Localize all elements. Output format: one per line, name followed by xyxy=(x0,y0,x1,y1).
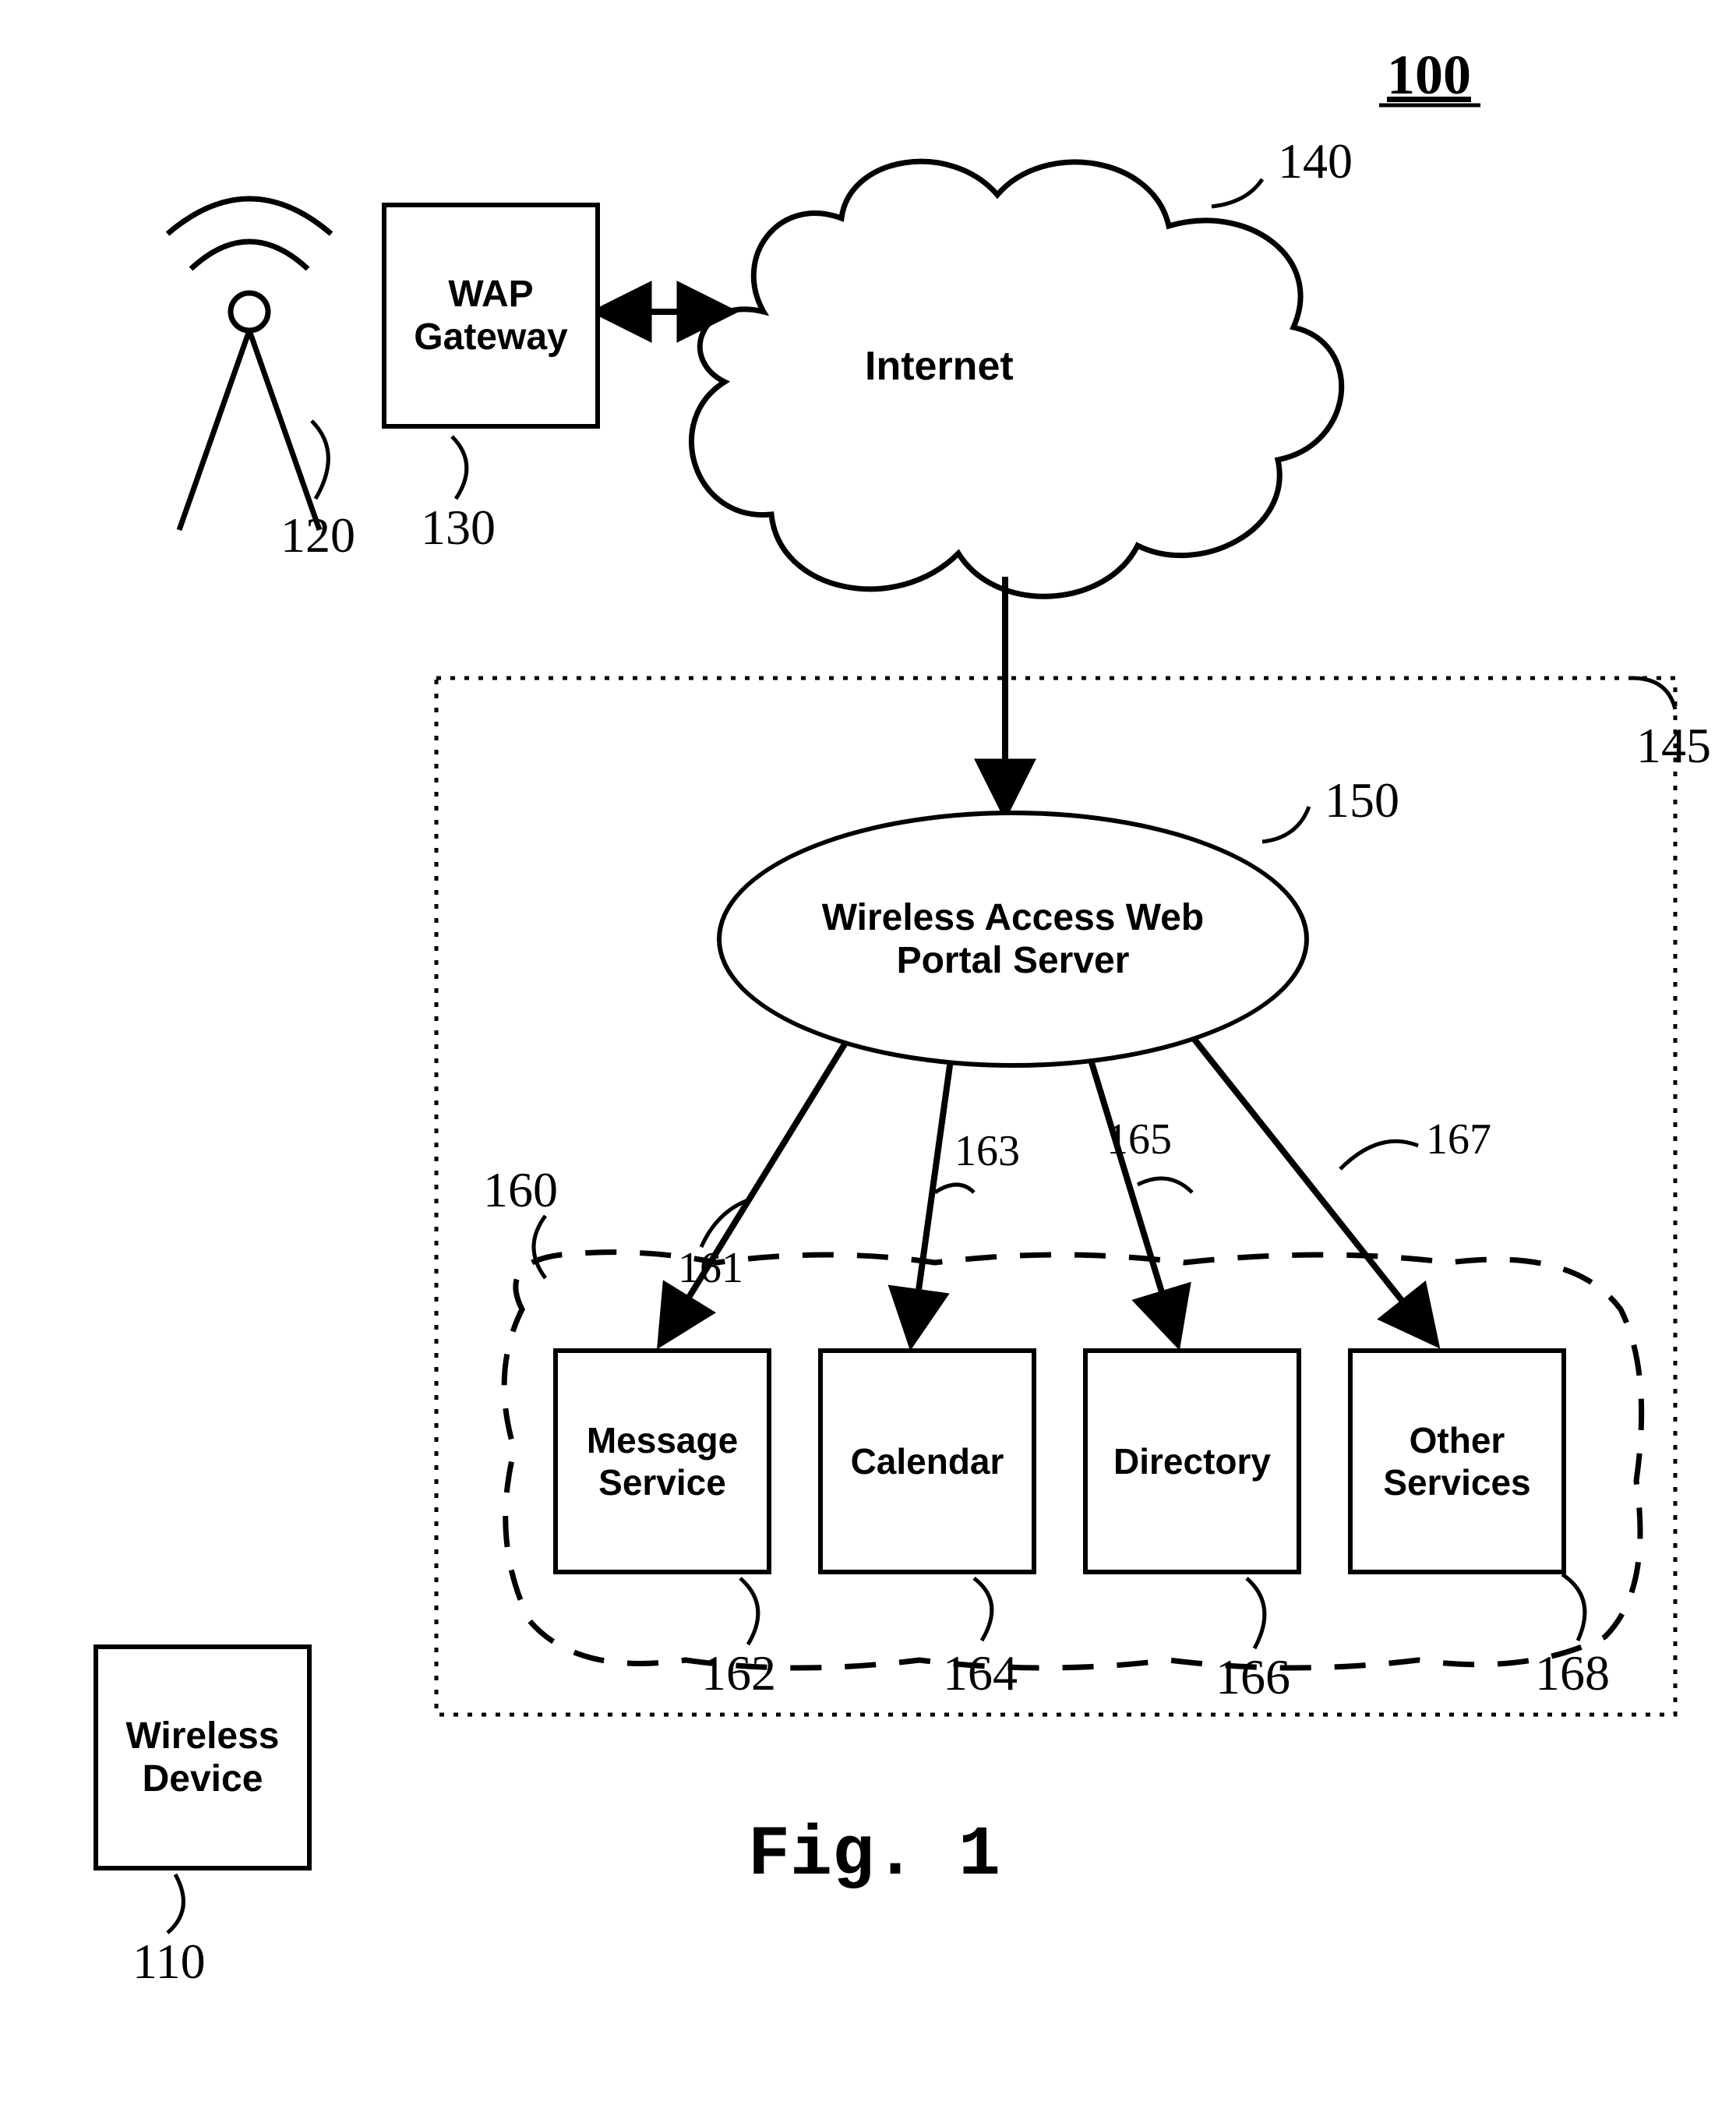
figure-caption: Fig. 1 xyxy=(748,1816,1000,1895)
ref-title: 100 xyxy=(1387,43,1471,108)
message-service-node: Message Service xyxy=(553,1348,771,1574)
ref-130: 130 xyxy=(421,499,496,556)
directory-label: Directory xyxy=(1113,1440,1271,1482)
ref-165: 165 xyxy=(1106,1115,1172,1164)
ref-168: 168 xyxy=(1535,1644,1610,1702)
directory-node: Directory xyxy=(1083,1348,1301,1574)
edge-portal-calendar xyxy=(912,1060,951,1341)
edge-portal-message xyxy=(662,1037,849,1341)
ref-162: 162 xyxy=(701,1644,776,1702)
ref-163: 163 xyxy=(954,1126,1020,1176)
other-services-node: Other Services xyxy=(1348,1348,1566,1574)
ref-145: 145 xyxy=(1636,717,1711,775)
wap-gateway-label: WAP Gateway xyxy=(386,273,595,359)
ref-140: 140 xyxy=(1278,132,1353,190)
calendar-node: Calendar xyxy=(818,1348,1036,1574)
wireless-device-node: Wireless Device xyxy=(94,1644,312,1870)
antenna-icon xyxy=(168,199,331,530)
ref-164: 164 xyxy=(943,1644,1018,1702)
portal-server-label: Wireless Access Web Portal Server xyxy=(768,896,1258,982)
portal-server-node: Wireless Access Web Portal Server xyxy=(717,811,1309,1068)
ref-167: 167 xyxy=(1426,1115,1491,1164)
wireless-device-label: Wireless Device xyxy=(98,1715,307,1800)
ref-166: 166 xyxy=(1216,1648,1290,1706)
ref-110: 110 xyxy=(132,1933,206,1991)
ref-150: 150 xyxy=(1325,772,1399,829)
edge-portal-other xyxy=(1192,1037,1434,1341)
edge-portal-directory xyxy=(1091,1060,1177,1341)
wap-gateway-node: WAP Gateway xyxy=(382,203,600,429)
diagram-canvas: 100 Wireless Device 110 120 WAP Gateway … xyxy=(0,0,1736,2116)
other-services-label: Other Services xyxy=(1353,1419,1561,1503)
internet-label: Internet xyxy=(865,343,1014,390)
calendar-label: Calendar xyxy=(851,1440,1004,1482)
message-service-label: Message Service xyxy=(558,1419,767,1503)
ref-161: 161 xyxy=(678,1243,743,1293)
ref-120: 120 xyxy=(281,507,355,564)
internet-cloud xyxy=(691,161,1341,596)
ref-160: 160 xyxy=(483,1161,558,1219)
